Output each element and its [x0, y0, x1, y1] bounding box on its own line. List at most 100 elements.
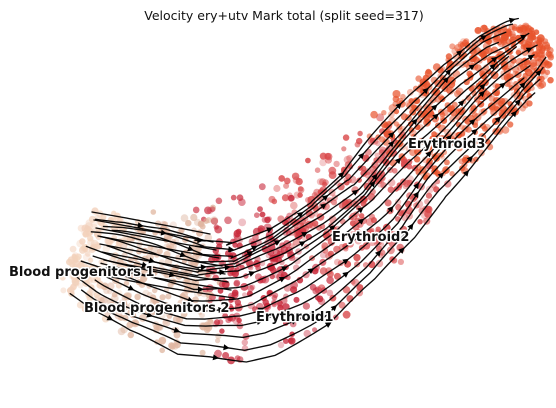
cell-point — [346, 154, 353, 162]
cell-point — [276, 300, 283, 306]
cell-point — [315, 295, 321, 301]
cell-point — [180, 310, 188, 318]
cell-point — [438, 135, 445, 142]
cell-point — [530, 41, 536, 48]
cell-point — [236, 194, 244, 201]
cell-point — [441, 149, 448, 156]
cell-point — [397, 258, 404, 265]
cell-point — [224, 216, 232, 225]
cell-point — [341, 146, 347, 152]
cell-point — [371, 161, 379, 169]
cell-point — [305, 157, 311, 164]
cell-point — [338, 301, 346, 309]
streamline-arrowhead — [281, 266, 288, 272]
cell-point — [538, 80, 547, 89]
cell-point — [199, 349, 206, 356]
cell-point — [325, 152, 333, 161]
cell-point — [204, 206, 212, 215]
streamline-arrowhead — [371, 173, 378, 181]
cell-point — [534, 36, 543, 45]
cell-point — [123, 280, 130, 287]
streamline-arrowhead — [395, 102, 402, 110]
cell-point — [400, 93, 406, 100]
cell-point — [297, 186, 305, 194]
cell-point — [313, 188, 321, 196]
cell-point — [527, 32, 536, 41]
cell-point — [234, 355, 241, 361]
cell-point — [358, 213, 365, 219]
streamline-arrowhead — [422, 87, 429, 95]
cell-point — [390, 231, 398, 238]
streamline-arrowhead — [425, 141, 432, 148]
cell-point — [449, 43, 456, 50]
streamline — [91, 211, 211, 235]
cell-point — [174, 341, 181, 349]
cell-point — [334, 231, 342, 239]
cell-point — [482, 125, 488, 132]
cell-point — [342, 134, 350, 141]
cell-point — [233, 279, 241, 287]
cell-point — [479, 122, 486, 129]
cell-point — [459, 165, 466, 172]
cell-point — [94, 241, 100, 248]
cell-point — [268, 195, 276, 203]
streamline-arrowhead — [387, 206, 394, 213]
cell-point — [425, 192, 433, 199]
cell-point — [72, 255, 81, 263]
cluster-labels: Blood progenitors 1 Blood progenitors 2 … — [8, 136, 487, 327]
cell-point — [341, 146, 347, 152]
cell-point — [139, 275, 147, 283]
cell-point — [544, 61, 552, 69]
cell-point — [448, 104, 455, 111]
cell-point — [85, 272, 92, 280]
cell-point — [490, 71, 499, 80]
cell-point — [214, 349, 222, 358]
cell-point — [307, 196, 316, 204]
cell-point — [378, 149, 386, 156]
cell-point — [425, 192, 433, 199]
cell-point — [478, 133, 487, 141]
cell-point — [378, 136, 386, 143]
cell-point — [464, 118, 471, 125]
cell-point — [482, 125, 488, 132]
streamline-arrowhead — [351, 189, 359, 196]
streamline — [103, 259, 229, 283]
cell-point — [238, 198, 246, 206]
cell-point — [441, 109, 449, 117]
cell-point — [413, 97, 421, 104]
cell-point — [354, 237, 362, 245]
streamline — [107, 275, 235, 299]
cell-point — [424, 118, 431, 125]
cell-point — [374, 152, 380, 158]
streamline-arrowhead — [388, 131, 395, 139]
cell-point — [297, 186, 305, 194]
cell-point — [354, 141, 361, 148]
cell-point — [125, 292, 133, 299]
streamline-arrowhead — [106, 314, 114, 321]
cell-point — [523, 87, 530, 93]
cell-point — [406, 88, 414, 96]
cell-point — [506, 28, 512, 34]
cell-point — [370, 110, 378, 119]
cell-point — [542, 41, 550, 50]
cell-point — [491, 46, 499, 54]
cell-point — [181, 291, 188, 299]
streamline-arrowhead — [369, 180, 376, 188]
cell-point — [322, 181, 328, 187]
cell-point — [465, 126, 472, 133]
cell-point — [474, 27, 482, 34]
cell-point — [166, 313, 173, 320]
cell-point — [511, 26, 518, 32]
cell-point — [165, 293, 172, 300]
cell-point — [203, 218, 210, 224]
cell-point — [197, 308, 204, 315]
streamline-arrowhead — [257, 307, 265, 314]
cell-point — [288, 254, 296, 261]
streamline-arrowhead — [329, 225, 336, 232]
cell-point — [76, 301, 84, 309]
cell-point — [173, 331, 181, 339]
cell-point — [319, 267, 328, 275]
cell-point — [322, 181, 328, 187]
cell-point — [478, 133, 487, 141]
cell-point — [94, 243, 102, 250]
